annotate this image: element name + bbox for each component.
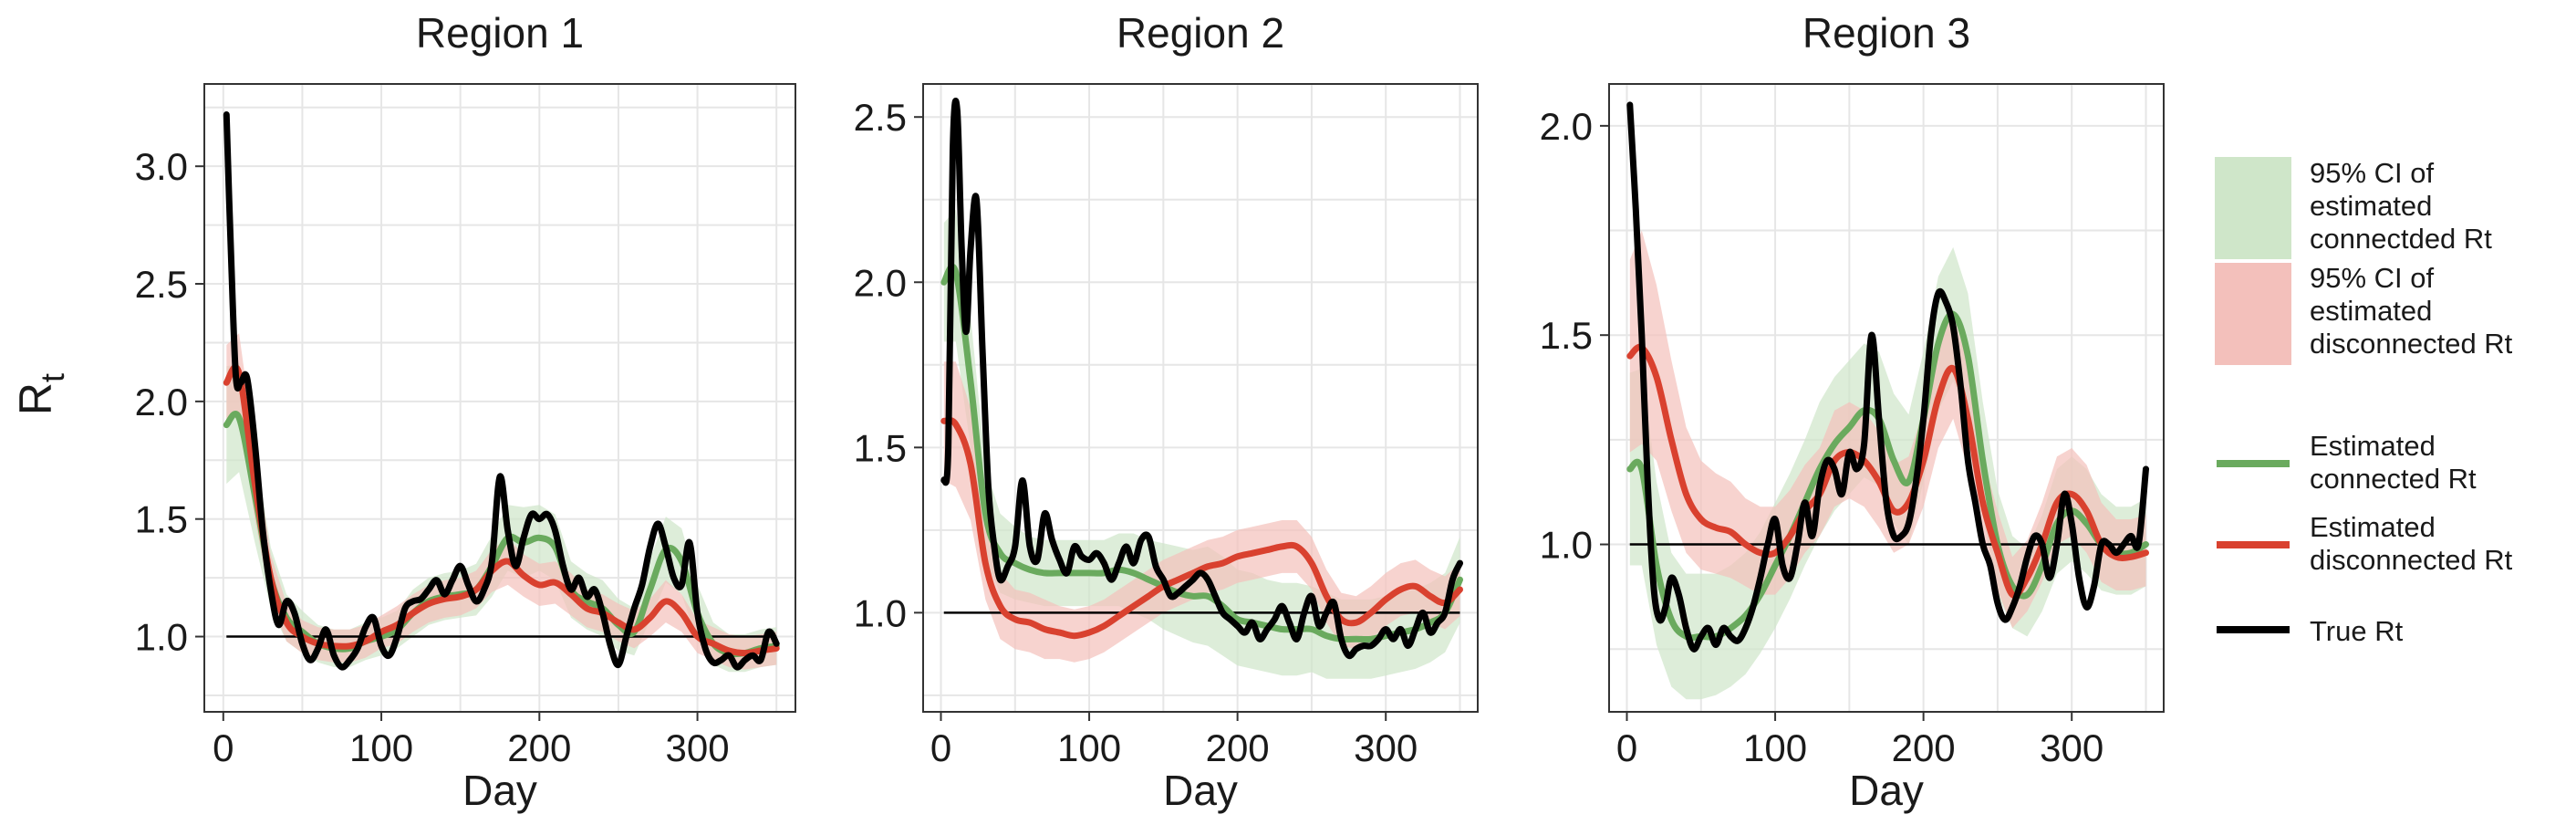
panel-region-1: 0 100 200 300 1.0 1.5 2.0 2.5 3.0 Region 1 Day — [135, 9, 796, 814]
ci-band-disconnected — [1629, 230, 2146, 629]
x-axis-label: Day — [462, 767, 537, 814]
x-tick-label: 100 — [349, 726, 413, 769]
legend-line-text: estimated — [2310, 295, 2432, 327]
y-axis-label: Rt — [10, 373, 71, 415]
legend-line-text: True Rt — [2310, 615, 2404, 647]
y-tick-label: 1.5 — [1540, 314, 1593, 357]
x-tick-label: 300 — [1354, 726, 1418, 769]
legend-line-text: Estimated — [2310, 430, 2436, 462]
line-estimated-connected — [940, 263, 1463, 643]
legend-line-text: disconnected Rt — [2310, 328, 2513, 360]
panel-region-2: 0 100 200 300 1.0 1.5 2.0 2.5 Region 2 Day — [854, 9, 1479, 814]
x-tick-label: 300 — [2040, 726, 2103, 769]
legend-line-text: connected Rt — [2310, 463, 2477, 495]
legend-line-text: connectded Rt — [2310, 223, 2492, 255]
legend-label-connected: Estimated connected Rt — [2310, 430, 2477, 495]
y-tick-label: 2.5 — [135, 263, 188, 306]
plot-area — [223, 111, 780, 673]
panel-title: Region 2 — [1117, 9, 1284, 57]
legend-label-ci-disconnected: 95% CI of estimated disconnected Rt — [2310, 262, 2513, 360]
legend-swatch-ci-disconnected — [2215, 263, 2291, 365]
y-tick-label: 2.0 — [854, 261, 907, 304]
line-true-rt — [223, 111, 780, 671]
legend-line-text: estimated — [2310, 190, 2432, 222]
legend-line-text: disconnected Rt — [2310, 544, 2513, 576]
x-tick-label: 200 — [1892, 726, 1956, 769]
legend-line-text: Estimated — [2310, 511, 2436, 543]
y-axis-label-subscript: t — [34, 373, 71, 382]
plot-area — [940, 98, 1463, 679]
x-tick-label: 0 — [1616, 726, 1637, 769]
y-tick-label: 2.5 — [854, 96, 907, 139]
legend: 95% CI of estimated connectded Rt 95% CI o… — [2215, 157, 2513, 647]
y-tick-label: 1.0 — [135, 616, 188, 659]
legend-label-ci-connected: 95% CI of estimated connectded Rt — [2310, 157, 2492, 255]
y-tick-label: 1.5 — [135, 498, 188, 541]
line-true-rt — [1626, 101, 2149, 653]
panel-title: Region 1 — [416, 9, 584, 57]
y-tick-label: 1.0 — [854, 591, 907, 634]
line-true-rt — [940, 98, 1463, 660]
x-tick-label: 300 — [666, 726, 730, 769]
panel-frame — [203, 83, 796, 713]
legend-line-text: 95% CI of — [2310, 157, 2435, 189]
x-tick-label: 0 — [930, 726, 951, 769]
panel-frame — [922, 83, 1479, 713]
panel-frame — [1608, 83, 2165, 713]
panel-region-3: 0 100 200 300 1.0 1.5 2.0 Region 3 Day — [1540, 9, 2165, 814]
x-tick-label: 200 — [1206, 726, 1270, 769]
panel-title: Region 3 — [1802, 9, 1970, 57]
y-tick-label: 1.5 — [854, 426, 907, 469]
x-tick-label: 200 — [507, 726, 571, 769]
y-tick-label: 2.0 — [135, 381, 188, 423]
ci-band-disconnected — [943, 361, 1460, 663]
x-axis-label: Day — [1163, 767, 1238, 814]
chart-panels: 0 100 200 300 1.0 1.5 2.0 2.5 3.0 Region 1 Day 0 100… — [135, 9, 2165, 814]
x-tick-label: 100 — [1057, 726, 1121, 769]
x-axis-label: Day — [1849, 767, 1924, 814]
legend-swatch-ci-connected — [2215, 157, 2291, 259]
y-tick-label: 3.0 — [135, 145, 188, 188]
plot-area — [1626, 101, 2149, 700]
x-tick-label: 0 — [213, 726, 234, 769]
legend-line-text: 95% CI of — [2310, 262, 2435, 294]
y-tick-label: 2.0 — [1540, 105, 1593, 148]
legend-label-disconnected: Estimated disconnected Rt — [2310, 511, 2513, 576]
legend-label-true: True Rt — [2310, 615, 2404, 647]
y-tick-label: 1.0 — [1540, 524, 1593, 567]
x-tick-label: 100 — [1743, 726, 1807, 769]
y-axis-label-main: R — [10, 382, 61, 415]
